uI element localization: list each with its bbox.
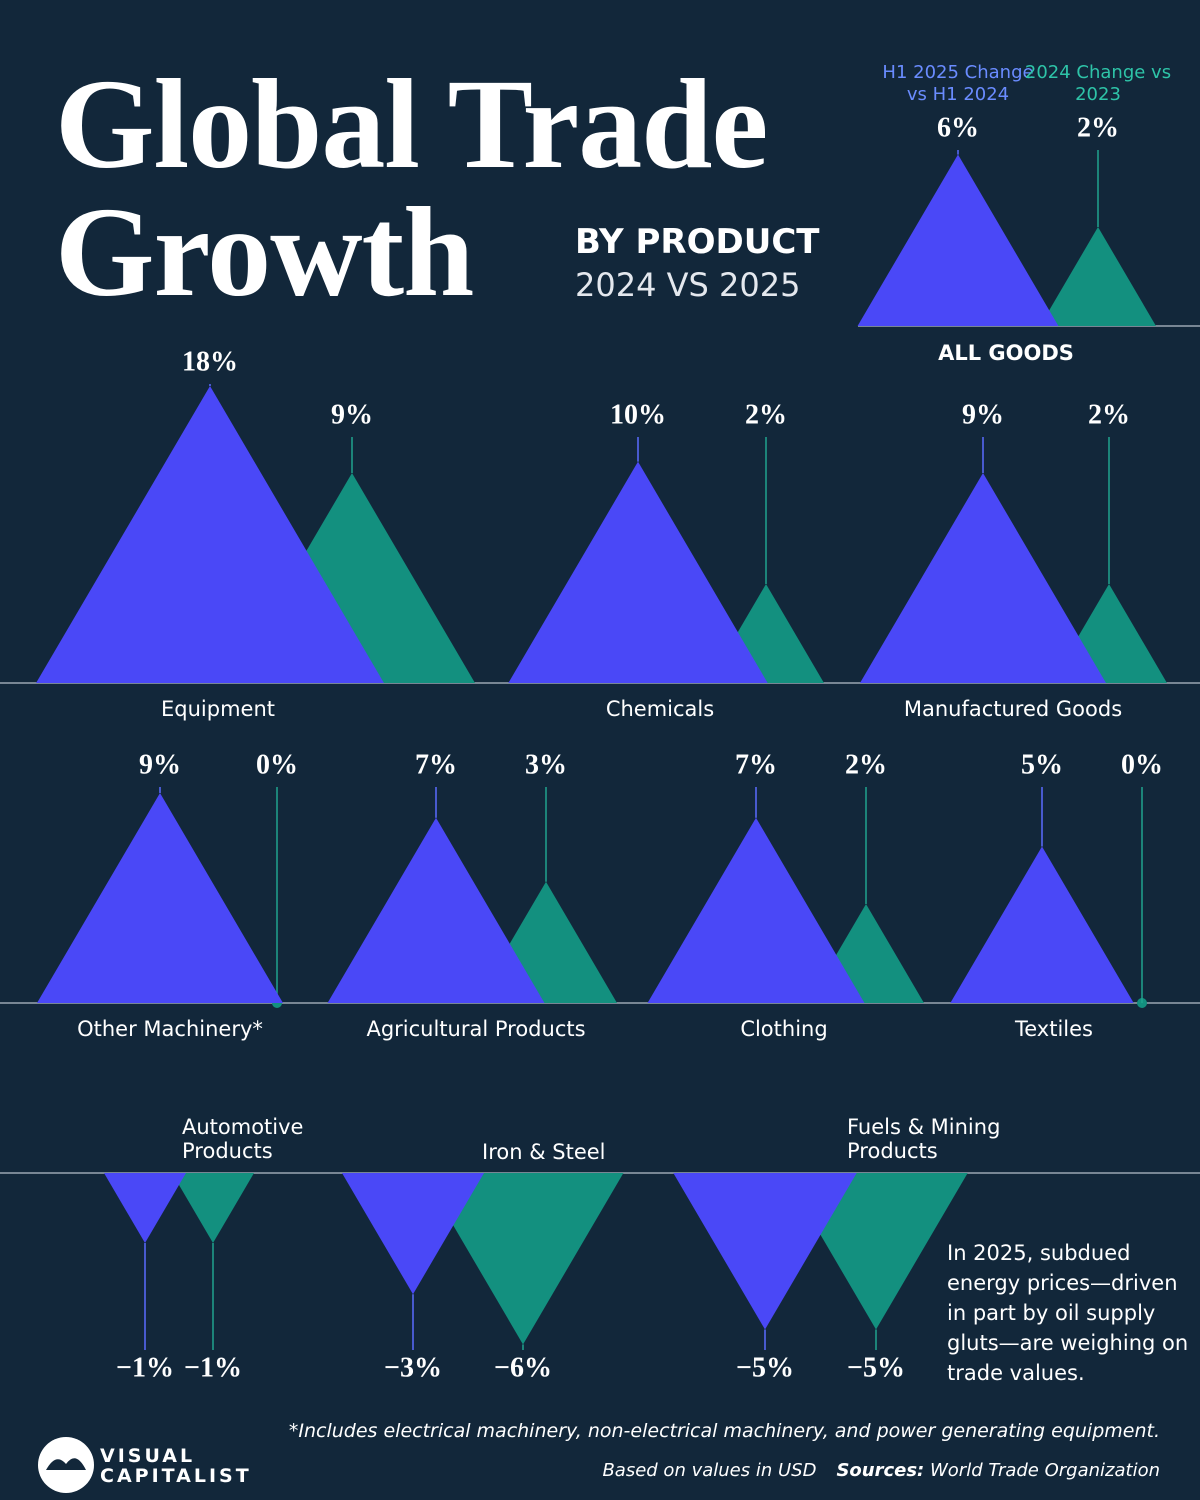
triangle [172, 1173, 254, 1243]
value-label: −1% [184, 1352, 242, 1383]
category-label: ALL GOODS [938, 341, 1074, 365]
brand-line: CAPITALIST [100, 1465, 252, 1487]
category-label: Other Machinery* [77, 1017, 263, 1041]
source-line: Based on values in USD Sources: World Tra… [602, 1460, 1160, 1481]
triangle [1040, 227, 1156, 326]
category-label: Chemicals [605, 697, 715, 721]
value-label: 18% [182, 346, 238, 377]
triangle [37, 793, 283, 1003]
value-label: 9% [962, 399, 1004, 430]
value-label: 3% [525, 749, 567, 780]
value-label: −5% [847, 1352, 905, 1383]
value-label: −5% [736, 1352, 794, 1383]
brand-line: VISUAL [100, 1445, 196, 1467]
based-on: Based on values in USD [602, 1460, 817, 1481]
sources-label: Sources: [836, 1460, 925, 1481]
value-label: 9% [331, 399, 373, 430]
legend-entry: 2024 Change vs 2023 [1024, 62, 1172, 105]
triangle [508, 461, 768, 683]
footnote: *Includes electrical machinery, non-elec… [288, 1420, 1160, 1442]
triangle [857, 154, 1059, 326]
category-label: Manufactured Goods [903, 697, 1123, 721]
value-label: 2% [845, 749, 887, 780]
category-label: Fuels & Mining Products [847, 1115, 1001, 1163]
triangle [673, 1173, 857, 1330]
brand: VISUAL CAPITALIST [100, 1446, 252, 1486]
value-label: 2% [1088, 399, 1130, 430]
value-label: 0% [1121, 749, 1163, 780]
value-label: 0% [256, 749, 298, 780]
subtitle: BY PRODUCT [575, 222, 820, 262]
category-label: Automotive Products [182, 1115, 304, 1163]
triangle [341, 1173, 485, 1295]
value-label: 2% [745, 399, 787, 430]
value-label: −6% [494, 1352, 552, 1383]
value-label: 7% [735, 749, 777, 780]
value-label: 2% [1077, 112, 1119, 143]
triangle [422, 1173, 624, 1345]
logo-icon [38, 1437, 94, 1493]
value-label: −3% [384, 1352, 442, 1383]
sources: World Trade Organization [929, 1460, 1160, 1481]
value-label: 10% [610, 399, 666, 430]
triangle [104, 1173, 186, 1243]
value-label: 6% [937, 112, 979, 143]
chart-title: Global Trade Growth [55, 53, 768, 323]
category-label: Iron & Steel [482, 1140, 606, 1164]
value-label: 7% [415, 749, 457, 780]
triangle [647, 817, 865, 1003]
category-label: Textiles [1014, 1017, 1093, 1041]
triangle [327, 817, 545, 1003]
value-label: −1% [116, 1352, 174, 1383]
legend-entry: H1 2025 Change vs H1 2024 [882, 62, 1034, 105]
annotation: In 2025, subdued energy prices—driven in… [947, 1241, 1189, 1385]
value-label: 9% [139, 749, 181, 780]
triangle [36, 386, 384, 683]
value-label: 5% [1021, 749, 1063, 780]
triangle [860, 473, 1106, 683]
category-label: Clothing [740, 1017, 828, 1041]
subtitle: 2024 VS 2025 [575, 266, 801, 304]
triangle [950, 846, 1134, 1003]
category-label: Equipment [161, 697, 275, 721]
category-label: Agricultural Products [366, 1017, 586, 1041]
